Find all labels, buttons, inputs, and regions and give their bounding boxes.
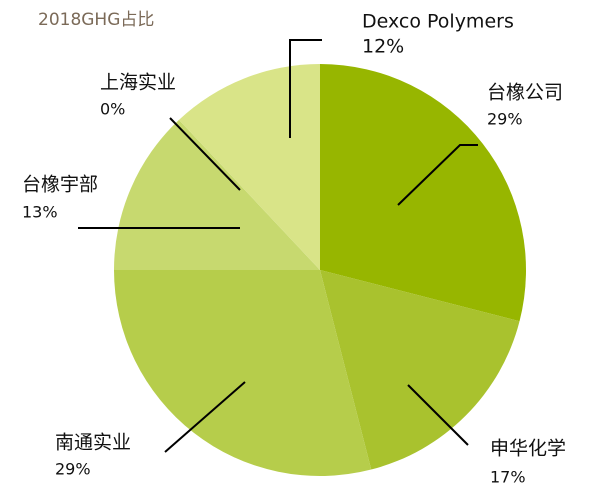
pie-slice (178, 64, 320, 270)
leader-line (289, 39, 322, 138)
slice-label: 申华化学 (490, 438, 566, 460)
slice-label: 上海实业 (100, 72, 176, 94)
chart-title: 2018GHG占比 (38, 10, 154, 30)
slice-value-label: 0% (100, 100, 125, 119)
slice-label: Dexco Polymers (362, 11, 514, 33)
slice-label: 台橡宇部 (22, 174, 98, 196)
pie-slice (178, 119, 320, 271)
leader-line (164, 381, 246, 453)
slice-value-label: 29% (487, 110, 523, 129)
leader-line (169, 117, 241, 191)
slice-label: 台橡公司 (487, 82, 563, 104)
slice-value-label: 17% (490, 468, 526, 487)
slice-value-label: 29% (55, 460, 91, 479)
slice-value-label: 12% (362, 36, 404, 58)
slice-label: 南通实业 (55, 432, 131, 454)
pie-slice (320, 270, 520, 470)
pie-slice (114, 270, 372, 476)
pie-slice (320, 64, 526, 322)
leader-line (407, 384, 469, 446)
slice-value-label: 13% (22, 203, 58, 222)
pie-slice (114, 119, 320, 271)
leader-line (397, 144, 478, 206)
